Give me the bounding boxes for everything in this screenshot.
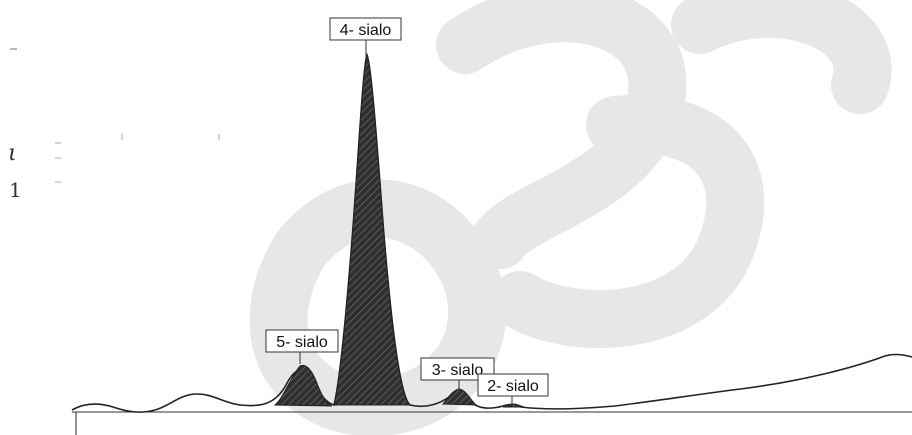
baseline-axis	[72, 411, 912, 435]
peak-labels: 4- sialo 5- sialo 3- sialo 2- sialo	[265, 17, 549, 404]
peak-5-sialo-label: 5- sialo	[276, 334, 328, 351]
left-margin-marks: ι 1	[8, 48, 220, 202]
peak-label-4-sialo: 4- sialo	[329, 17, 402, 57]
peak-label-3-sialo: 3- sialo	[420, 357, 495, 389]
peak-label-2-sialo: 2- sialo	[477, 373, 549, 404]
peak-5-sialo-area	[273, 364, 333, 407]
margin-mark-lower: 1	[9, 178, 22, 202]
margin-mark-upper: ι	[8, 141, 17, 166]
peak-3-sialo-area	[441, 388, 478, 406]
peak-2-sialo-area	[502, 403, 525, 408]
peak-label-5-sialo: 5- sialo	[265, 329, 339, 364]
shaded-peaks	[273, 53, 525, 408]
peak-3-sialo-label: 3- sialo	[432, 362, 484, 379]
peak-4-sialo-label: 4- sialo	[340, 22, 392, 39]
peak-4-sialo-area	[333, 53, 412, 406]
peak-2-sialo-label: 2- sialo	[487, 378, 539, 395]
